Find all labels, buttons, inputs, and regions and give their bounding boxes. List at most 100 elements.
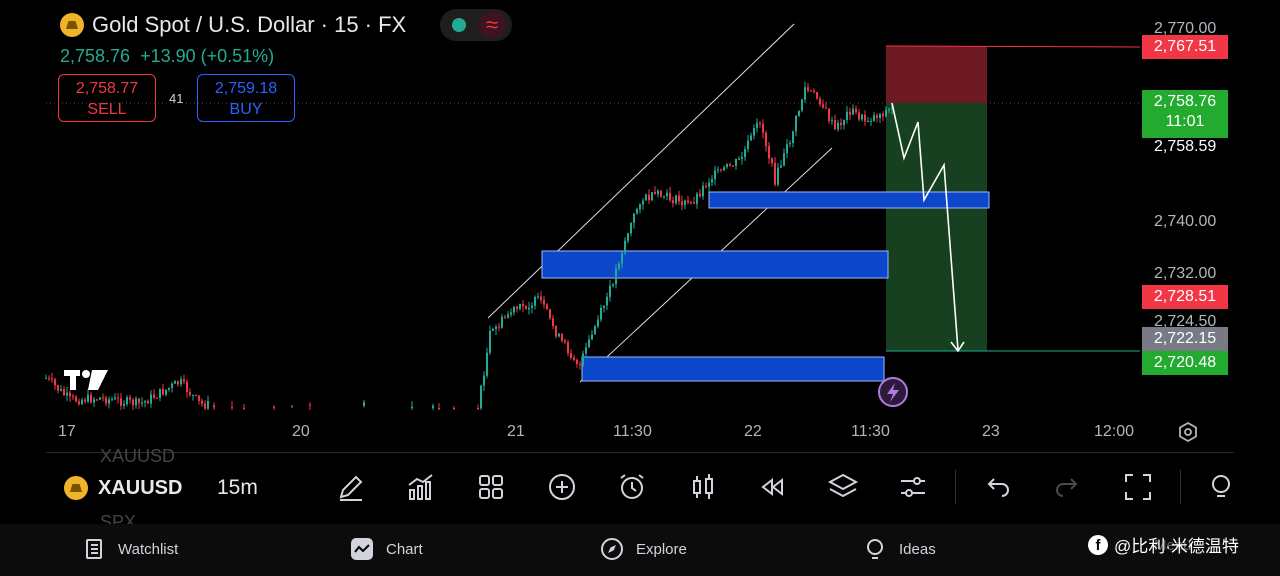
current-price-tag[interactable]: 2,758.76 11:01 [1142, 90, 1228, 138]
candle-body [555, 325, 557, 337]
demand-zone-1[interactable] [708, 191, 990, 209]
add-icon[interactable] [545, 470, 579, 504]
projection-path[interactable] [891, 102, 959, 351]
candle-type-icon[interactable] [686, 470, 720, 504]
stop-price-tag[interactable]: 2,767.51 [1142, 35, 1228, 59]
alarm-icon[interactable] [615, 470, 649, 504]
replay-icon[interactable] [755, 470, 789, 504]
crosshair-price-tag[interactable]: 2,722.15 [1142, 327, 1228, 351]
candle-body [567, 342, 569, 354]
entry-price-tag[interactable]: 2,728.51 [1142, 285, 1228, 309]
demand-zone-2[interactable] [541, 250, 889, 279]
candle-body [492, 329, 494, 331]
stop-loss-zone[interactable] [886, 46, 987, 103]
chart-settings-gear-icon[interactable] [1176, 420, 1200, 444]
candle-body [600, 307, 602, 320]
candle-body [759, 122, 761, 124]
take-profit-zone[interactable] [886, 103, 987, 351]
symbol-title[interactable]: Gold Spot / U.S. Dollar · 15 · FX [92, 12, 407, 37]
sell-button[interactable]: 2,758.77 SELL [58, 74, 156, 122]
demand-zone-3[interactable] [581, 356, 885, 382]
candle-body [168, 387, 170, 390]
candle-body [498, 326, 500, 328]
candle-body [690, 202, 692, 204]
candle-body [147, 400, 149, 404]
target-price-tag[interactable]: 2,720.48 [1142, 351, 1228, 375]
nav-explore[interactable]: Explore [600, 537, 687, 561]
candle-body [192, 394, 194, 396]
buy-label: BUY [229, 101, 263, 118]
candle-body [159, 388, 161, 398]
candle-body [732, 165, 734, 167]
candle-body [729, 164, 731, 166]
events-flash-icon[interactable] [878, 377, 908, 407]
layers-icon[interactable] [826, 470, 860, 504]
candle-body [45, 377, 47, 379]
candle-body [573, 357, 575, 360]
candle-body [588, 339, 590, 348]
candle-body [564, 340, 566, 343]
chart-header[interactable]: Gold Spot / U.S. Dollar · 15 · FX [60, 10, 406, 40]
symbol-selector[interactable]: XAUUSD [64, 476, 182, 500]
candle-body [177, 381, 179, 385]
candle-body [558, 333, 560, 337]
candle-body [75, 396, 77, 402]
fullscreen-icon[interactable] [1121, 470, 1155, 504]
candle-body [510, 312, 512, 315]
candle-body [576, 359, 578, 365]
nav-ideas[interactable]: Ideas [863, 537, 936, 561]
candle-body [552, 318, 554, 326]
candle-body [771, 158, 773, 164]
price-chart[interactable] [0, 0, 1280, 452]
candle-body [867, 121, 869, 123]
settings-sliders-icon[interactable] [896, 470, 930, 504]
candle-body [684, 200, 686, 206]
candle-body [117, 397, 119, 399]
candle-body [738, 158, 740, 160]
price-axis-label: 2,740.00 [1154, 213, 1217, 230]
candle-body [843, 119, 845, 126]
interval-selector[interactable]: 15m [217, 476, 258, 499]
candle-body [243, 407, 245, 409]
candle-body [792, 131, 794, 144]
redo-icon[interactable] [1051, 470, 1085, 504]
price-axis-label: 2,724.50 [1154, 313, 1217, 330]
candle-body [195, 394, 197, 396]
candle-body [537, 296, 539, 298]
nav-watchlist[interactable]: Watchlist [82, 537, 178, 561]
price-axis-label: 2,732.00 [1154, 265, 1217, 282]
channel-upper-line[interactable] [487, 23, 795, 319]
candle-body [411, 406, 413, 408]
candle-body [201, 400, 203, 404]
bar-countdown: 11:01 [1165, 113, 1205, 130]
candle-body [99, 397, 101, 400]
candle-body [753, 128, 755, 136]
candle-body [633, 213, 635, 223]
nav-menu[interactable]: Menu [1154, 537, 1192, 554]
candles [45, 81, 893, 410]
candle-body [744, 149, 746, 158]
candle-body [507, 314, 509, 318]
last-price: 2,758.76 [60, 46, 131, 66]
candle-body [585, 347, 587, 354]
candle-body [777, 167, 779, 185]
sell-label: SELL [87, 101, 127, 118]
market-status-pill[interactable]: ≈ [440, 9, 512, 41]
buy-price: 2,759.18 [214, 80, 278, 97]
undo-icon[interactable] [980, 470, 1014, 504]
candle-body [486, 352, 488, 376]
candle-body [882, 113, 884, 117]
layout-grid-icon[interactable] [474, 470, 508, 504]
candle-body [438, 408, 440, 410]
candle-body [693, 202, 695, 204]
candle-body [528, 307, 530, 310]
lightbulb-icon[interactable] [1204, 470, 1238, 504]
pencil-icon[interactable] [334, 470, 368, 504]
candle-body [780, 165, 782, 168]
nav-chart[interactable]: Chart [350, 537, 423, 561]
candle-body [90, 394, 92, 403]
candle-body [810, 90, 812, 92]
buy-button[interactable]: 2,759.18 BUY [197, 74, 295, 122]
indicators-icon[interactable] [404, 470, 438, 504]
candle-body [627, 233, 629, 241]
